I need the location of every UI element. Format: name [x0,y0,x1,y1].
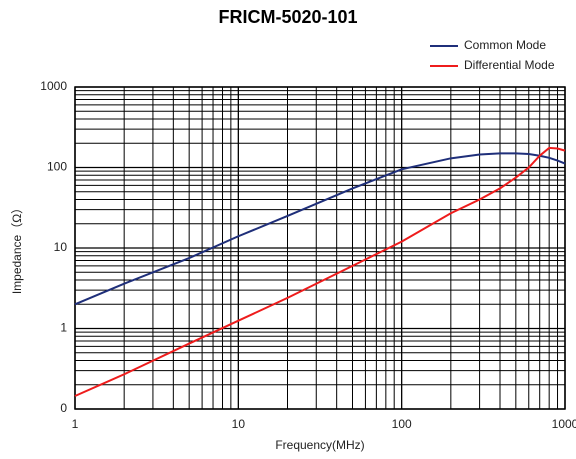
chart-title: FRICM-5020-101 [218,7,357,27]
plot-frame [74,86,566,410]
y-tick-label: 10 [54,240,68,254]
series-line [74,152,566,306]
y-tick-label: 1000 [40,79,67,93]
legend-label: Differential Mode [464,58,555,72]
y-tick-label: 100 [47,160,67,174]
series-line [74,146,566,397]
y-axis-label: Impedance（Ω） [10,202,24,294]
y-tick-label: 0 [60,401,67,415]
x-tick-label: 100 [392,417,412,431]
x-tick-label: 1 [72,417,79,431]
x-axis-label: Frequency(MHz) [275,438,364,452]
legend-label: Common Mode [464,38,546,52]
x-tick-label: 1000 [552,417,576,431]
y-tick-label: 1 [60,321,67,335]
x-tick-label: 10 [232,417,246,431]
